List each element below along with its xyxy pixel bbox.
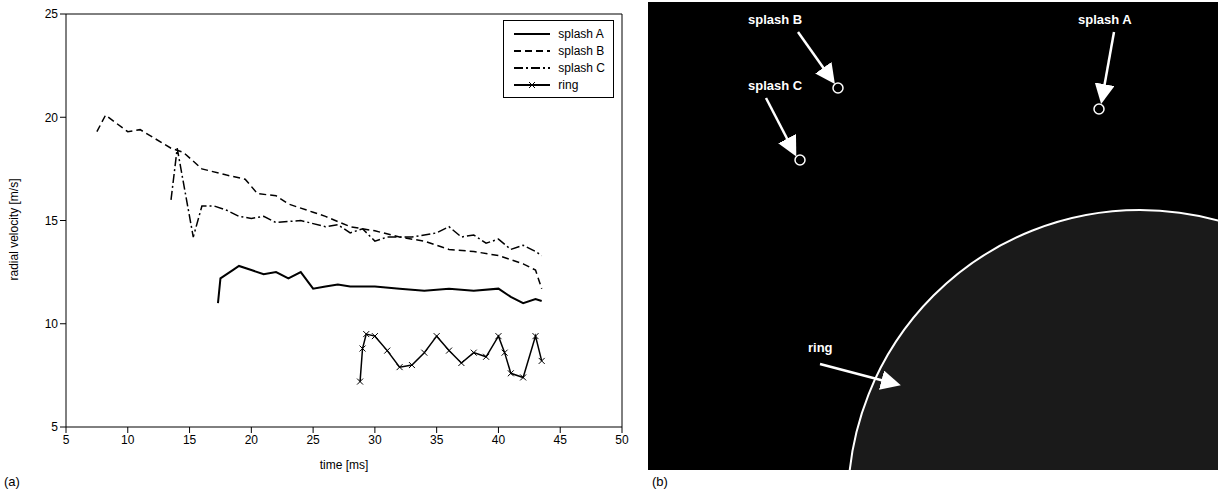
svg-text:25: 25 bbox=[45, 7, 59, 21]
svg-text:25: 25 bbox=[306, 433, 320, 447]
svg-text:20: 20 bbox=[45, 111, 59, 125]
svg-text:10: 10 bbox=[45, 317, 59, 331]
svg-text:5: 5 bbox=[63, 433, 70, 447]
svg-text:35: 35 bbox=[430, 433, 444, 447]
svg-text:20: 20 bbox=[245, 433, 259, 447]
svg-text:time [ms]: time [ms] bbox=[320, 458, 369, 472]
html-text:(a): (a) bbox=[4, 474, 20, 489]
svg-text:ring: ring bbox=[808, 340, 833, 355]
svg-text:45: 45 bbox=[554, 433, 568, 447]
html-text:(b): (b) bbox=[652, 474, 668, 489]
svg-text:15: 15 bbox=[183, 433, 197, 447]
svg-text:splash B: splash B bbox=[748, 12, 802, 27]
svg-text:10: 10 bbox=[121, 433, 135, 447]
svg-text:radial velocity [m/s]: radial velocity [m/s] bbox=[7, 178, 21, 280]
html-text:splash B: splash B bbox=[558, 43, 605, 58]
svg-text:30: 30 bbox=[368, 433, 382, 447]
html-text:splash C: splash C bbox=[558, 60, 605, 75]
html-text:ring: ring bbox=[558, 77, 579, 92]
svg-text:5: 5 bbox=[51, 420, 58, 434]
html-text:splash A: splash A bbox=[558, 26, 604, 41]
svg-text:splash A: splash A bbox=[1078, 12, 1132, 27]
svg-text:splash C: splash C bbox=[748, 78, 803, 93]
svg-text:40: 40 bbox=[492, 433, 506, 447]
svg-text:15: 15 bbox=[45, 214, 59, 228]
svg-text:50: 50 bbox=[615, 433, 629, 447]
